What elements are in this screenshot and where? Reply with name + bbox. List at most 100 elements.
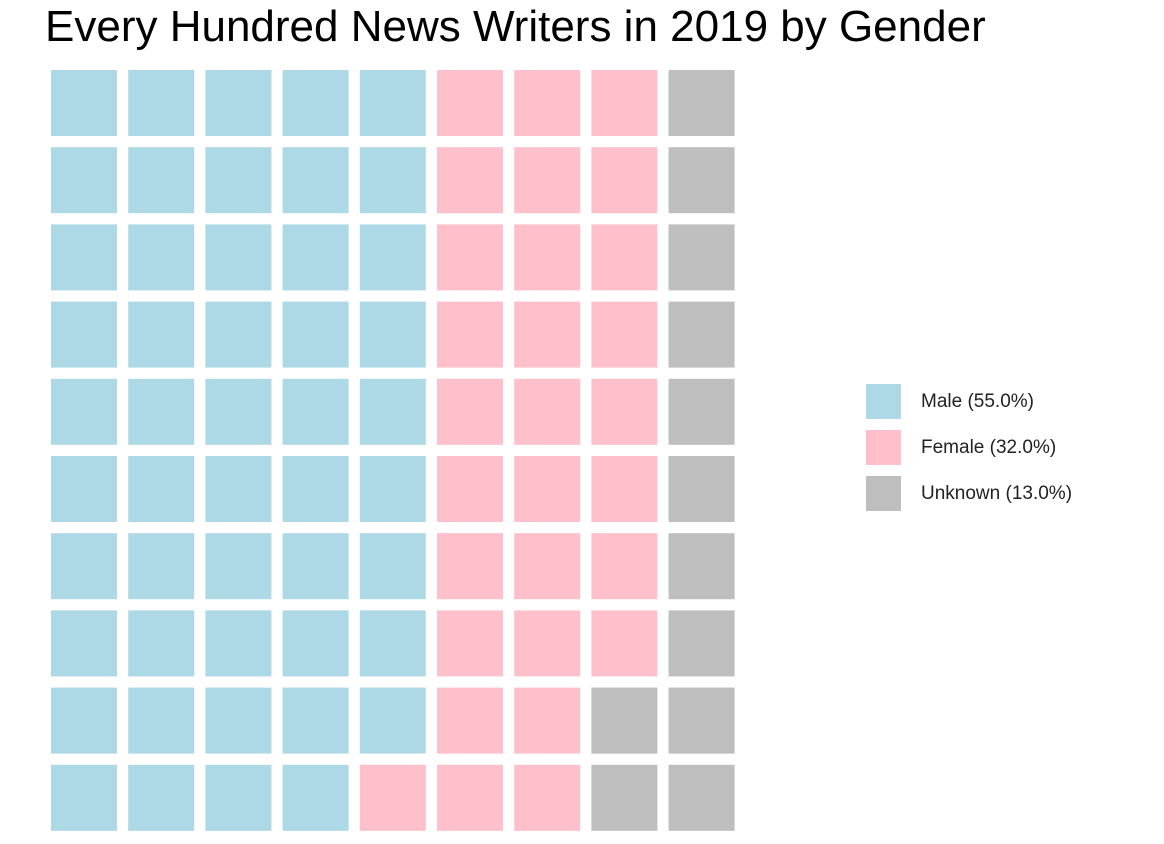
waffle-cell bbox=[359, 70, 426, 136]
waffle-cell bbox=[128, 764, 195, 831]
waffle-cell bbox=[359, 224, 426, 291]
waffle-cell bbox=[591, 147, 658, 214]
waffle-cell bbox=[591, 764, 658, 831]
waffle-cell bbox=[514, 301, 581, 368]
waffle-cell bbox=[591, 224, 658, 291]
waffle-cell bbox=[668, 764, 735, 831]
waffle-cell bbox=[51, 456, 117, 522]
legend-swatch-male bbox=[866, 384, 901, 419]
waffle-cell bbox=[205, 70, 272, 136]
waffle-cell bbox=[205, 764, 272, 831]
waffle-cell bbox=[514, 70, 581, 136]
waffle-cell bbox=[437, 610, 503, 677]
waffle-cell bbox=[282, 147, 349, 214]
waffle-cell bbox=[514, 456, 581, 522]
waffle-cell bbox=[591, 301, 658, 368]
waffle-cell bbox=[128, 687, 195, 754]
waffle-cell bbox=[359, 301, 426, 368]
waffle-cell bbox=[437, 687, 503, 754]
legend-label-male: Male (55.0%) bbox=[921, 390, 1034, 412]
waffle-cell bbox=[51, 687, 117, 754]
waffle-cell bbox=[437, 147, 503, 214]
waffle-cell bbox=[514, 764, 581, 831]
chart-title: Every Hundred News Writers in 2019 by Ge… bbox=[45, 2, 986, 51]
waffle-cell bbox=[437, 70, 503, 136]
legend-swatch-female bbox=[866, 430, 901, 465]
waffle-cell bbox=[591, 610, 658, 677]
waffle-cell bbox=[51, 610, 117, 677]
waffle-cell bbox=[51, 378, 117, 445]
waffle-cell bbox=[282, 764, 349, 831]
waffle-cell bbox=[668, 456, 735, 522]
legend-label-female: Female (32.0%) bbox=[921, 436, 1057, 458]
waffle-cell bbox=[282, 610, 349, 677]
waffle-cell bbox=[51, 764, 117, 831]
waffle-cell bbox=[282, 687, 349, 754]
waffle-cell bbox=[205, 224, 272, 291]
legend-item-male: Male (55.0%) bbox=[866, 384, 1072, 419]
waffle-cell bbox=[282, 224, 349, 291]
waffle-cell bbox=[668, 687, 735, 754]
waffle-cell bbox=[437, 764, 503, 831]
waffle-cell bbox=[591, 533, 658, 600]
waffle-cell bbox=[668, 224, 735, 291]
legend-label-unknown: Unknown (13.0%) bbox=[921, 482, 1073, 504]
waffle-cell bbox=[205, 687, 272, 754]
waffle-cell bbox=[282, 378, 349, 445]
waffle-cell bbox=[514, 378, 581, 445]
legend-swatch-unknown bbox=[866, 476, 901, 511]
waffle-cell bbox=[282, 533, 349, 600]
waffle-cell bbox=[359, 378, 426, 445]
waffle-cell bbox=[668, 301, 735, 368]
waffle-cell bbox=[205, 610, 272, 677]
waffle-cell bbox=[282, 70, 349, 136]
waffle-cell bbox=[359, 456, 426, 522]
waffle-cell bbox=[128, 224, 195, 291]
waffle-cell bbox=[205, 533, 272, 600]
waffle-cell bbox=[514, 147, 581, 214]
waffle-cell bbox=[514, 610, 581, 677]
waffle-cell bbox=[282, 456, 349, 522]
waffle-cell bbox=[205, 378, 272, 445]
waffle-cell bbox=[128, 533, 195, 600]
waffle-cell bbox=[128, 378, 195, 445]
waffle-cell bbox=[437, 456, 503, 522]
waffle-cell bbox=[128, 70, 195, 136]
waffle-cell bbox=[282, 301, 349, 368]
waffle-cell bbox=[205, 147, 272, 214]
waffle-cell bbox=[591, 687, 658, 754]
waffle-cell bbox=[128, 610, 195, 677]
waffle-cell bbox=[668, 70, 735, 136]
waffle-cell bbox=[51, 70, 117, 136]
waffle-cell bbox=[205, 456, 272, 522]
legend-item-unknown: Unknown (13.0%) bbox=[866, 476, 1072, 511]
waffle-cell bbox=[51, 224, 117, 291]
waffle-cell bbox=[51, 301, 117, 368]
waffle-cell bbox=[51, 147, 117, 214]
waffle-cell bbox=[359, 610, 426, 677]
waffle-cell bbox=[437, 378, 503, 445]
waffle-cell bbox=[51, 533, 117, 600]
waffle-cell bbox=[359, 147, 426, 214]
waffle-cell bbox=[668, 533, 735, 600]
waffle-cell bbox=[668, 378, 735, 445]
waffle-cell bbox=[514, 533, 581, 600]
legend: Male (55.0%) Female (32.0%) Unknown (13.… bbox=[866, 384, 1072, 522]
waffle-cell bbox=[359, 764, 426, 831]
waffle-cell bbox=[359, 533, 426, 600]
waffle-cell bbox=[128, 301, 195, 368]
waffle-cell bbox=[205, 301, 272, 368]
waffle-cell bbox=[668, 147, 735, 214]
waffle-cell bbox=[514, 224, 581, 291]
waffle-cell bbox=[514, 687, 581, 754]
waffle-cell bbox=[437, 301, 503, 368]
waffle-cell bbox=[437, 533, 503, 600]
waffle-cell bbox=[128, 456, 195, 522]
waffle-cell bbox=[359, 687, 426, 754]
waffle-cell bbox=[668, 610, 735, 677]
legend-item-female: Female (32.0%) bbox=[866, 430, 1072, 465]
waffle-cell bbox=[437, 224, 503, 291]
waffle-cell bbox=[591, 70, 658, 136]
waffle-cell bbox=[591, 378, 658, 445]
